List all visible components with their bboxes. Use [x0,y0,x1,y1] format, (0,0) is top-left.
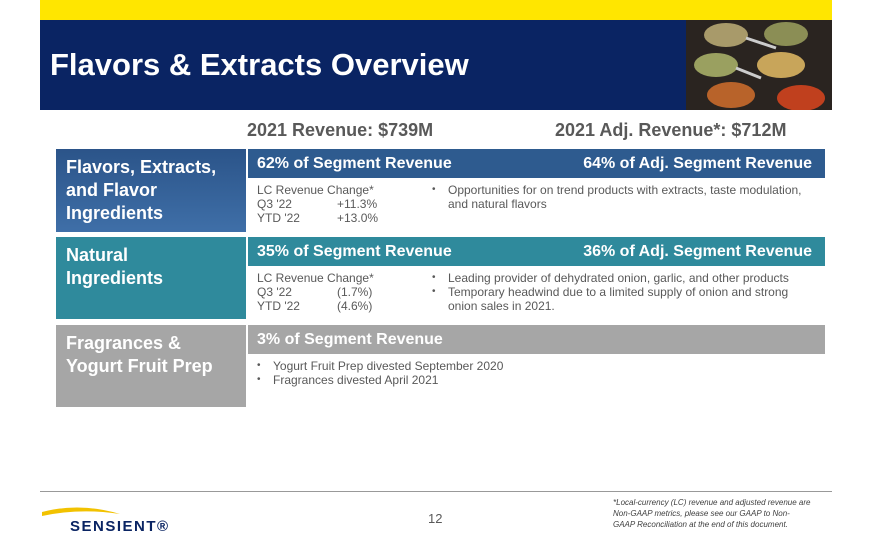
lc-period: YTD '22 [257,211,300,225]
segment-name: Fragrances & Yogurt Fruit Prep [56,325,246,407]
lc-period: Q3 '22 [257,285,292,299]
bullets: Leading provider of dehydrated onion, ga… [430,271,815,313]
lc-block: LC Revenue Change* Q3 '22 (1.7%) YTD '22 (… [257,271,407,313]
title: Flavors & Extracts Overview [50,47,469,82]
footnote: *Local-currency (LC) revenue and adjuste… [613,497,810,530]
note-line: GAAP Reconciliation at the end of this d… [613,520,788,529]
name-line: Flavors, Extracts, [66,157,217,177]
bullets: Yogurt Fruit Prep divested September 202… [255,359,655,387]
lc-value: +13.0% [337,211,379,225]
lc-value: (4.6%) [337,299,373,313]
name-line: Ingredients [66,268,164,288]
bullet: Temporary headwind due to a limited supp… [430,285,815,313]
segment-name: Flavors, Extracts, and Flavor Ingredient… [56,149,246,232]
note-line: Non-GAAP metrics, please see our GAAP to… [613,509,790,518]
name-line: Ingredients [66,203,164,223]
adj-share: 64% of Adj. Segment Revenue [583,154,812,172]
lc-period: Q3 '22 [257,197,292,211]
logo-text: SENSIENT® [70,518,170,535]
note-line: *Local-currency (LC) revenue and adjuste… [613,498,811,507]
bullet: Yogurt Fruit Prep divested September 202… [255,359,655,373]
share: 35% of Segment Revenue [257,242,452,260]
name-line: Natural [66,245,129,265]
bullet: Opportunities for on trend products with… [430,183,815,211]
logo: SENSIENT® [42,507,170,535]
lc-value: +11.3% [337,197,378,211]
revenue-total: 2021 Revenue: $739M [247,120,434,140]
share: 3% of Segment Revenue [257,330,443,348]
footer-rule [40,491,832,492]
bullets: Opportunities for on trend products with… [430,183,815,211]
name-line: Fragrances & [66,333,182,353]
name-line: and Flavor [66,180,158,200]
bullet: Leading provider of dehydrated onion, ga… [430,271,815,285]
lc-label: LC Revenue Change* [257,183,374,197]
share: 62% of Segment Revenue [257,154,452,172]
revenue-adjusted: 2021 Adj. Revenue*: $712M [555,120,787,140]
lc-period: YTD '22 [257,299,300,313]
segment-bar: 3% of Segment Revenue [248,325,825,354]
top-band [40,0,832,20]
spice-image [686,20,832,110]
lc-value: (1.7%) [337,285,373,299]
name-line: Yogurt Fruit Prep [66,356,213,376]
segment-bar: 62% of Segment Revenue 64% of Adj. Segme… [248,149,825,178]
bullet: Fragrances divested April 2021 [255,373,655,387]
segment-name: Natural Ingredients [56,237,246,319]
page-number: 12 [428,511,443,526]
segment-bar: 35% of Segment Revenue 36% of Adj. Segme… [248,237,825,266]
lc-block: LC Revenue Change* Q3 '22 +11.3% YTD '22 +… [257,183,407,225]
adj-share: 36% of Adj. Segment Revenue [583,242,812,260]
lc-label: LC Revenue Change* [257,271,374,285]
